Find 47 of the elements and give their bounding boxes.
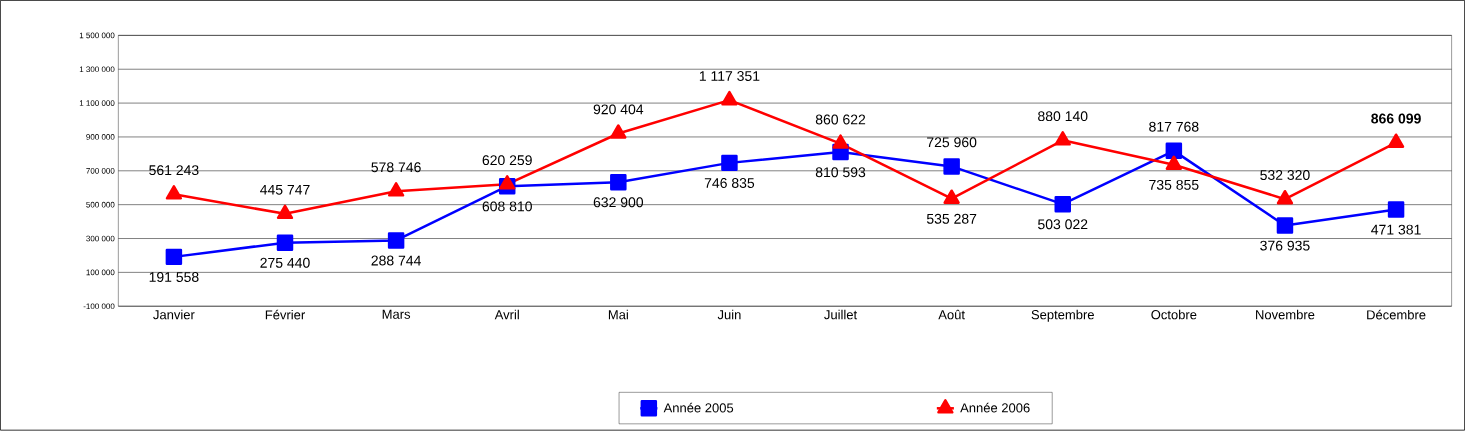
data-label: 746 835 [704,178,755,189]
data-label: 1 117 351 [699,71,760,82]
y-tick-label: 1 100 000 [79,100,115,107]
data-label: 880 140 [1038,111,1088,122]
x-tick-label: Juin [717,309,741,320]
data-label: 920 404 [593,104,644,115]
data-label: 632 900 [593,197,644,208]
data-label: 578 746 [371,162,421,173]
x-tick-label: Septembre [1031,309,1094,323]
data-label: 735 855 [1149,180,1199,191]
x-tick-label: Mars [382,309,411,320]
x-tick-label: Janvier [153,309,195,320]
data-label: 866 099 [1371,113,1421,124]
legend-label: Année 2006 [960,403,1030,413]
y-tick-label: 900 000 [86,134,115,140]
x-tick-label: Octobre [1151,309,1197,320]
data-label: 191 558 [149,272,199,283]
data-label: 503 022 [1038,219,1088,230]
data-label: 725 960 [927,137,977,148]
x-tick-label: Août [938,309,965,320]
y-tick-label: 700 000 [86,168,115,174]
y-tick-label: 300 000 [86,235,115,242]
data-label: 532 320 [1260,170,1310,181]
legend-label: Année 2005 [663,403,734,413]
data-label: 620 259 [482,155,532,166]
data-label: 376 935 [1260,240,1310,251]
data-label: 471 381 [1371,224,1421,235]
data-label: 275 440 [260,258,310,268]
y-tick-label: 1 300 000 [79,66,115,73]
x-tick-label: Février [265,309,305,320]
data-label: 535 287 [926,214,977,225]
x-tick-label: Mai [608,309,628,320]
data-label: 288 744 [371,255,421,266]
y-tick-label: 1 500 000 [79,32,115,39]
x-tick-label: Avril [494,309,519,320]
x-tick-label: Juillet [824,309,858,320]
y-tick-label: 100 000 [86,269,115,276]
data-label: 561 243 [149,165,199,176]
data-label: 860 622 [815,114,866,125]
y-tick-label: 500 000 [86,202,115,208]
data-label: 817 768 [1149,121,1199,132]
x-tick-label: Novembre [1256,309,1315,320]
data-label: 810 593 [815,167,866,178]
y-tick-label: -100 000 [83,303,115,310]
data-label: 608 810 [482,201,532,212]
x-tick-label: Décembre [1367,309,1426,320]
data-label: 445 747 [260,185,310,195]
